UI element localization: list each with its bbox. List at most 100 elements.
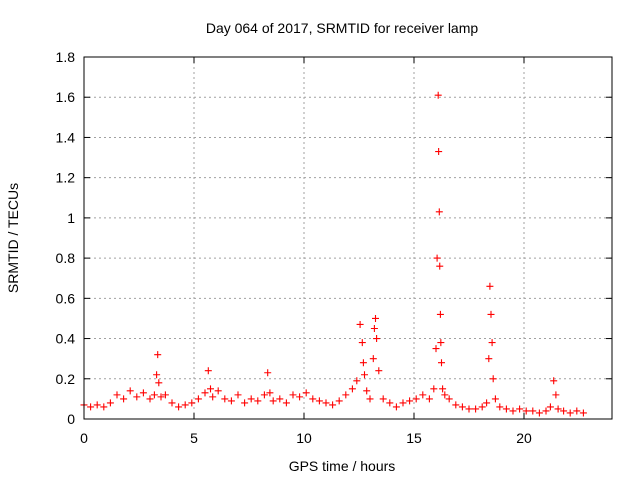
data-point — [266, 389, 274, 397]
data-point — [406, 397, 414, 405]
data-point — [157, 393, 165, 401]
data-point — [379, 395, 387, 403]
data-point — [296, 393, 304, 401]
data-point — [150, 391, 158, 399]
data-point — [435, 208, 443, 216]
data-point — [546, 403, 554, 411]
data-point — [329, 401, 337, 409]
data-point — [483, 399, 491, 407]
y-tick-label: 1.6 — [56, 89, 76, 105]
data-point — [445, 395, 453, 403]
x-tick-label: 20 — [516, 430, 532, 446]
data-point — [363, 387, 371, 395]
data-point — [214, 387, 222, 395]
data-point — [153, 371, 161, 379]
data-point — [247, 395, 255, 403]
data-point — [161, 391, 169, 399]
data-point — [487, 310, 495, 318]
data-point — [441, 391, 449, 399]
grid — [84, 57, 612, 419]
data-point — [573, 407, 581, 415]
data-point — [168, 399, 176, 407]
data-point — [315, 397, 323, 405]
data-point — [356, 320, 364, 328]
data-point — [496, 403, 504, 411]
plot-frame — [83, 56, 613, 420]
data-point — [550, 377, 558, 385]
data-point — [366, 395, 374, 403]
data-point — [175, 403, 183, 411]
y-tick-label: 0.8 — [56, 250, 76, 266]
data-point — [260, 391, 268, 399]
data-point — [194, 395, 202, 403]
data-point — [465, 405, 473, 413]
data-point — [100, 403, 108, 411]
data-point — [412, 395, 420, 403]
data-point — [234, 391, 242, 399]
data-point — [535, 409, 543, 417]
data-point — [282, 399, 290, 407]
data-point — [309, 395, 317, 403]
data-point — [438, 359, 445, 367]
data-point — [358, 339, 366, 347]
data-point — [509, 407, 517, 415]
data-point — [133, 393, 141, 401]
data-point — [472, 405, 480, 413]
data-point — [207, 385, 214, 393]
y-tick-label: 0.2 — [56, 371, 76, 387]
data-point — [432, 345, 440, 353]
data-point — [113, 391, 121, 399]
data-point — [437, 339, 445, 347]
data-point — [276, 395, 284, 403]
data-point — [419, 391, 427, 399]
data-point — [221, 395, 229, 403]
data-point — [554, 405, 562, 413]
data-point — [254, 397, 262, 405]
data-point — [491, 395, 499, 403]
data-point — [241, 399, 249, 407]
y-tick-label: 0 — [67, 411, 75, 427]
y-tick-label: 1.8 — [56, 49, 76, 65]
x-tick-label: 5 — [190, 430, 198, 446]
data-point — [322, 399, 330, 407]
data-point — [433, 254, 441, 262]
y-tick-label: 0.4 — [56, 331, 76, 347]
data-point — [373, 335, 381, 343]
data-point — [289, 391, 297, 399]
x-tick-label: 0 — [80, 430, 88, 446]
data-point — [489, 375, 497, 383]
data-point — [264, 369, 272, 377]
data-point — [392, 403, 400, 411]
data-point — [478, 403, 486, 411]
data-point — [155, 379, 163, 387]
data-point — [436, 262, 444, 270]
data-point — [126, 387, 134, 395]
data-point — [434, 91, 442, 99]
data-point — [369, 355, 377, 363]
data-point — [430, 385, 438, 393]
data-point — [188, 399, 196, 407]
y-tick-label: 0.6 — [56, 290, 76, 306]
data-point — [201, 389, 209, 397]
data-point — [204, 367, 212, 375]
data-point — [485, 355, 493, 363]
data-point — [375, 367, 383, 375]
data-point — [529, 407, 537, 415]
data-point — [269, 397, 277, 405]
data-point — [348, 385, 356, 393]
data-point — [516, 405, 524, 413]
data-point — [154, 351, 162, 359]
data-point — [386, 399, 394, 407]
data-point — [93, 401, 101, 409]
data-point — [359, 359, 367, 367]
data-point — [120, 395, 128, 403]
y-axis-label: SRMTID / TECUs — [5, 183, 21, 293]
data-point — [181, 401, 189, 409]
y-tick-label: 1 — [67, 210, 75, 226]
data-point — [458, 403, 466, 411]
data-point — [542, 407, 550, 415]
data-point — [302, 389, 310, 397]
data-point — [425, 395, 433, 403]
